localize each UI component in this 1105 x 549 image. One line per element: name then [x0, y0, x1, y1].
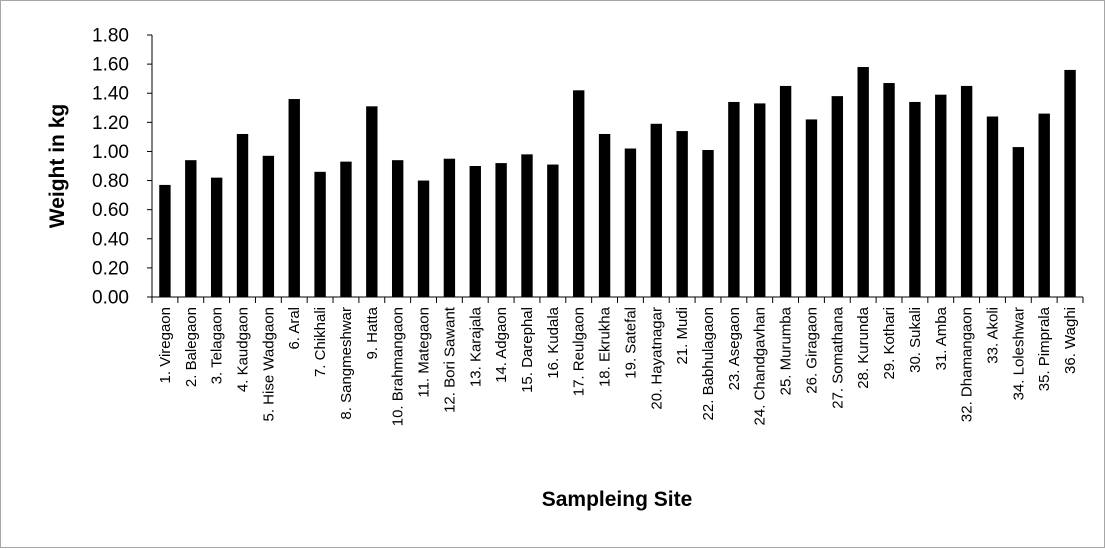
- bar: [935, 94, 947, 297]
- bar: [676, 131, 688, 297]
- x-tick-label: 36. Waghi: [1062, 307, 1079, 374]
- bar: [960, 85, 973, 297]
- bar: [1038, 113, 1050, 297]
- bar: [288, 99, 300, 298]
- bar: [624, 148, 637, 297]
- bar: [573, 90, 585, 297]
- y-tick-label: 0.80: [92, 171, 129, 192]
- x-tick-label: 14. Adgaon: [493, 307, 510, 383]
- x-tick-label: 18. Ekrukha: [597, 306, 614, 387]
- bar: [650, 123, 662, 298]
- x-tick-label: 10. Brahmangaon: [390, 307, 407, 426]
- y-tick-label: 1.00: [92, 142, 129, 163]
- x-tick-label: 19. Satefal: [622, 307, 639, 379]
- x-tick-label: 17. Reulgaon: [571, 307, 588, 396]
- bar: [805, 119, 818, 297]
- y-tick-label: 0.60: [92, 200, 129, 221]
- y-tick-label: 0.40: [92, 229, 129, 250]
- bar: [159, 184, 171, 297]
- x-tick-label: 27. Somathana: [829, 306, 846, 408]
- bar: [443, 158, 456, 297]
- y-axis-ticks: 0.00 0.20 0.40 0.60 0.80 1.00 1.20 1.40 1.60 1.80: [92, 26, 152, 309]
- x-tick-label: 12. Bori Sawant: [441, 306, 458, 413]
- x-tick-label: 35. Pimprala: [1036, 306, 1053, 391]
- y-tick-label: 1.80: [92, 26, 129, 47]
- bar: [210, 177, 223, 297]
- x-tick-label: 8. Sangmeshwar: [338, 307, 355, 420]
- x-tick-label: 28. Kurunda: [855, 306, 872, 388]
- bar: [366, 106, 378, 297]
- y-tick-label: 0.00: [92, 288, 129, 309]
- x-tick-label: 22. Babhulagaon: [700, 307, 717, 420]
- bars: [159, 67, 1076, 298]
- bar: [831, 96, 844, 297]
- x-tick-label: 5. Hise Wadgaon: [260, 307, 277, 422]
- x-tick-label: 13. Karajala: [467, 306, 484, 387]
- bar: [702, 149, 714, 297]
- bar: [883, 83, 895, 298]
- bar: [909, 101, 921, 297]
- bar: [547, 164, 559, 297]
- x-tick-label: 23. Asegaon: [726, 307, 743, 390]
- x-tick-label: 31. Amba: [933, 306, 950, 370]
- x-tick-label: 21. Mudi: [674, 307, 691, 365]
- bar: [340, 161, 352, 297]
- x-tick-label: 16. Kudala: [545, 306, 562, 378]
- x-tick-label: 34. Loleshwar: [1010, 307, 1027, 400]
- bar: [1064, 69, 1076, 297]
- x-tick-label: 2. Balegaon: [183, 307, 200, 387]
- x-tick-label: 11. Mategaon: [416, 307, 433, 398]
- y-axis-title: Weight in kg: [46, 104, 69, 228]
- bar: [521, 154, 533, 297]
- bar: [469, 166, 481, 297]
- x-tick-label: 20. Hayatnagar: [648, 307, 665, 410]
- bar: [986, 116, 999, 297]
- x-tick-label: 24. Chandgavhan: [752, 307, 769, 425]
- x-tick-label: 1. Viregaon: [157, 307, 174, 383]
- y-tick-label: 1.60: [92, 55, 129, 76]
- x-tick-label: 30. Sukali: [907, 307, 924, 373]
- x-tick-label: 6. Aral: [286, 307, 303, 350]
- bar: [728, 101, 740, 297]
- bar: [779, 85, 792, 297]
- bar: [1012, 147, 1025, 297]
- bar: [236, 133, 249, 297]
- x-tick-label: 33. Akoli: [984, 307, 1001, 364]
- bar: [314, 171, 326, 297]
- x-tick-label: 3. Telagaon: [209, 307, 226, 384]
- bar: [262, 155, 275, 297]
- bar: [754, 103, 766, 298]
- y-tick-label: 0.20: [92, 258, 129, 279]
- x-tick-label: 4. Kaudgaon: [235, 307, 252, 392]
- bar: [417, 180, 430, 297]
- bar: [495, 163, 507, 297]
- x-tick-label: 9. Hatta: [364, 306, 381, 359]
- y-tick-label: 1.40: [92, 84, 129, 105]
- x-tick-label: 29. Kothari: [881, 307, 898, 380]
- bar: [598, 133, 611, 297]
- x-tick-label: 26. Giragaon: [803, 307, 820, 394]
- bar: [857, 67, 869, 298]
- y-tick-label: 1.20: [92, 113, 129, 134]
- bar: [391, 160, 404, 297]
- x-axis-title: Sampleing Site: [542, 488, 693, 511]
- x-axis-ticks: 1. Viregaon 2. Balegaon 3. Telagaon 4. Kaud…: [151, 297, 1084, 426]
- x-tick-label: 15. Darephal: [519, 307, 536, 393]
- x-tick-label: 7. Chikhali: [312, 307, 329, 377]
- x-tick-label: 25. Murumba: [778, 306, 795, 395]
- x-tick-label: 32. Dhamangaon: [959, 307, 976, 422]
- bar: [185, 160, 197, 297]
